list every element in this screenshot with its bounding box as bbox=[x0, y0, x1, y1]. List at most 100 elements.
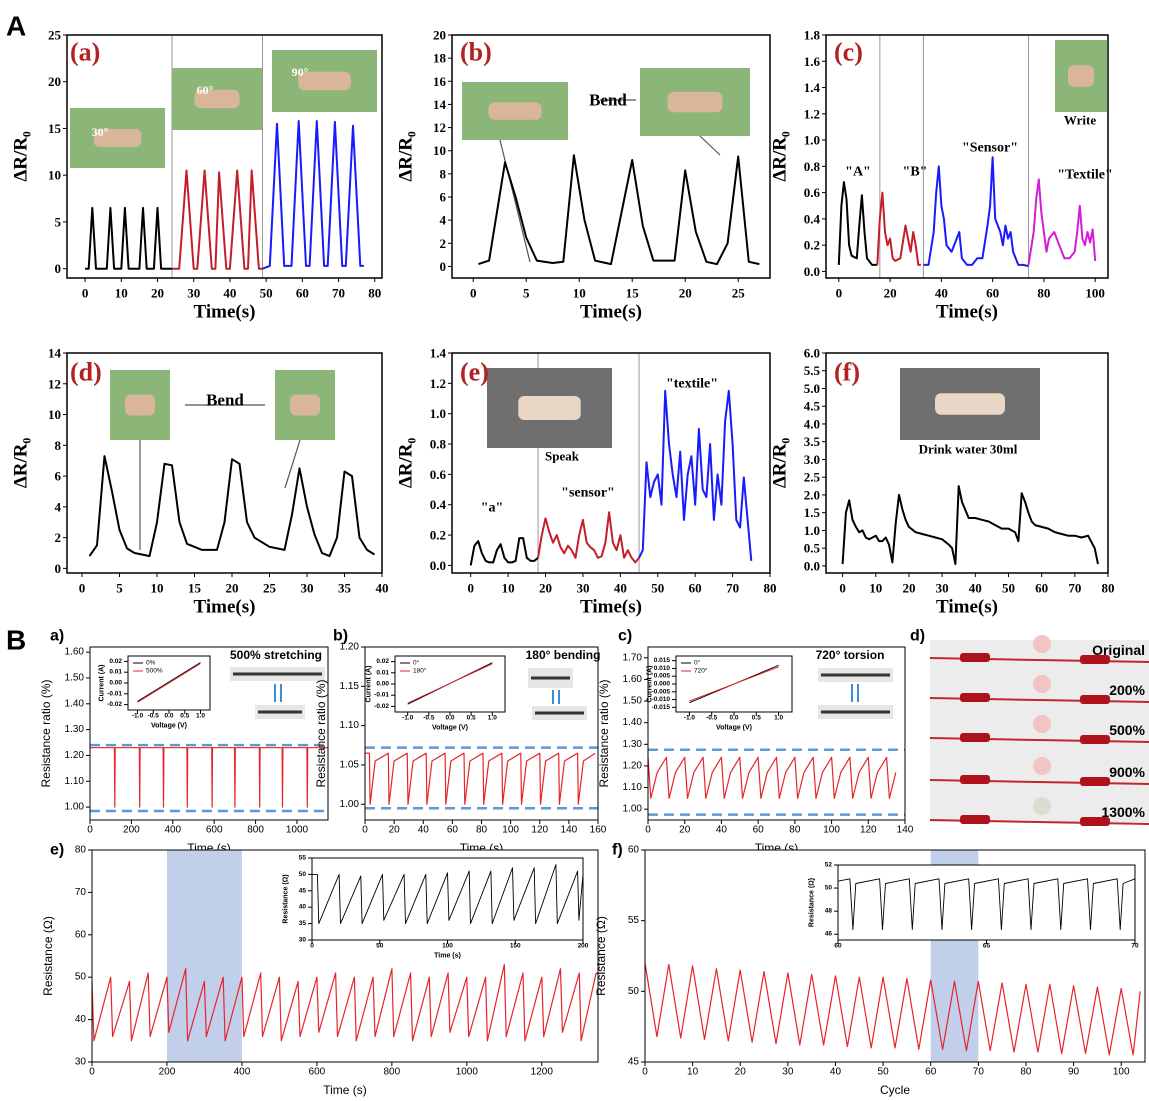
panel-letter: B bbox=[6, 625, 26, 656]
x-tick-label: 20 bbox=[884, 286, 897, 301]
photo-label: 500% bbox=[1109, 722, 1145, 738]
x-tick-label: 400 bbox=[234, 1067, 251, 1078]
y-tick-label: 1.2 bbox=[430, 376, 446, 391]
y-tick-label: 30 bbox=[75, 1057, 87, 1068]
x-tick-label: 10 bbox=[502, 581, 515, 596]
x-tick-label: -0.5 bbox=[148, 713, 160, 720]
x-axis-label: Voltage (V) bbox=[432, 725, 468, 732]
x-tick-label: 150 bbox=[510, 943, 521, 950]
y-axis-label: ΔR/R₀ bbox=[770, 438, 791, 489]
y-tick-label: 1.5 bbox=[804, 505, 821, 520]
y-tick-label: 2.0 bbox=[804, 487, 820, 502]
x-tick-label: 800 bbox=[247, 825, 264, 836]
photo-detail bbox=[290, 395, 320, 416]
y-tick-label: 1.70 bbox=[623, 652, 643, 663]
x-tick-label: 50 bbox=[651, 581, 664, 596]
x-tick-label: 40 bbox=[223, 286, 236, 301]
y-tick-label: 1.40 bbox=[65, 698, 85, 709]
y-tick-label: 1.00 bbox=[623, 804, 643, 815]
annotation: Bend bbox=[589, 91, 627, 110]
y-tick-label: 0.0 bbox=[804, 558, 820, 573]
y-tick-label: 50 bbox=[299, 871, 307, 878]
y-axis-label: Resistance (Ω) bbox=[41, 916, 55, 996]
y-tick-label: 0.2 bbox=[430, 528, 446, 543]
panel-label: a) bbox=[50, 628, 64, 645]
y-tick-label: -0.02 bbox=[107, 701, 122, 708]
y-tick-label: 4 bbox=[55, 499, 62, 514]
x-tick-label: 20 bbox=[679, 825, 691, 836]
annotation: "Sensor" bbox=[962, 141, 1018, 156]
x-tick-label: 70 bbox=[1068, 581, 1081, 596]
y-tick-label: 0.005 bbox=[654, 673, 671, 680]
y-tick-label: 0.0 bbox=[430, 558, 446, 573]
x-tick-label: 0 bbox=[79, 581, 86, 596]
legend-label: 0° bbox=[694, 659, 701, 667]
y-tick-label: 1.6 bbox=[804, 54, 821, 69]
x-tick-label: 20 bbox=[539, 581, 552, 596]
clip bbox=[960, 693, 990, 702]
y-axis-label: Resistance (Ω) bbox=[594, 916, 608, 996]
x-tick-label: 30 bbox=[301, 581, 314, 596]
sample bbox=[1033, 797, 1051, 815]
y-axis-label: Resistance ratio (%) bbox=[39, 679, 53, 787]
y-tick-label: 1.30 bbox=[65, 724, 85, 735]
y-tick-label: 8 bbox=[55, 438, 62, 453]
x-axis-label: Time (s) bbox=[323, 1083, 367, 1097]
x-tick-label: 80 bbox=[1102, 581, 1115, 596]
x-tick-label: 0.0 bbox=[164, 713, 173, 720]
x-tick-label: 100 bbox=[823, 825, 840, 836]
y-tick-label: 1.15 bbox=[340, 681, 360, 692]
y-tick-label: 1.40 bbox=[623, 717, 643, 728]
x-axis-label: Time(s) bbox=[580, 302, 642, 323]
x-tick-label: 20 bbox=[389, 825, 401, 836]
y-axis-label: Current (A) bbox=[99, 665, 106, 702]
x-tick-label: 80 bbox=[368, 286, 381, 301]
panel-label: (b) bbox=[460, 38, 492, 67]
annotation: "textile" bbox=[666, 377, 718, 392]
y-tick-label: 3.5 bbox=[804, 434, 821, 449]
x-tick-label: 140 bbox=[561, 825, 578, 836]
figure: A B 010203040506070800510152025Time(s)ΔR… bbox=[0, 0, 1149, 1101]
photo-label: 900% bbox=[1109, 764, 1145, 780]
x-tick-label: 15 bbox=[626, 286, 640, 301]
y-tick-label: 0.6 bbox=[430, 467, 447, 482]
y-tick-label: 50 bbox=[75, 972, 87, 983]
y-axis-label: ΔR/R₀ bbox=[11, 438, 32, 489]
annotation: Speak bbox=[545, 449, 580, 464]
y-tick-label: 0.8 bbox=[430, 437, 447, 452]
x-tick-label: 30 bbox=[187, 286, 200, 301]
x-tick-label: -1.0 bbox=[402, 715, 414, 722]
y-tick-label: 30 bbox=[299, 937, 307, 944]
x-tick-label: 35 bbox=[338, 581, 352, 596]
y-tick-label: 6.0 bbox=[804, 346, 820, 361]
y-tick-label: -0.01 bbox=[374, 692, 389, 699]
y-tick-label: 0.00 bbox=[109, 680, 122, 687]
y-tick-label: 1.0 bbox=[430, 406, 446, 421]
y-tick-label: 1.60 bbox=[65, 647, 85, 658]
y-tick-label: 0.4 bbox=[804, 211, 821, 226]
photo-detail bbox=[125, 395, 155, 416]
x-tick-label: 100 bbox=[442, 943, 453, 950]
x-tick-label: 20 bbox=[151, 286, 164, 301]
y-tick-label: 1.4 bbox=[804, 80, 821, 95]
x-tick-label: 1000 bbox=[456, 1067, 479, 1078]
x-tick-label: 0 bbox=[839, 581, 846, 596]
y-tick-label: 2 bbox=[440, 236, 447, 251]
y-tick-label: 60 bbox=[628, 845, 640, 856]
x-tick-label: 40 bbox=[376, 581, 389, 596]
x-axis-label: Time(s) bbox=[194, 302, 256, 323]
x-tick-label: 20 bbox=[902, 581, 915, 596]
y-tick-label: 1.8 bbox=[804, 28, 821, 43]
x-tick-label: -1.0 bbox=[684, 715, 696, 722]
y-tick-label: 40 bbox=[75, 1014, 87, 1025]
y-tick-label: 6 bbox=[55, 469, 62, 484]
y-tick-label: 1.2 bbox=[804, 106, 820, 121]
y-tick-label: 14 bbox=[433, 97, 447, 112]
x-tick-label: 60 bbox=[925, 1067, 937, 1078]
y-tick-label: 16 bbox=[433, 74, 447, 89]
x-tick-label: 60 bbox=[296, 286, 309, 301]
x-tick-label: 1000 bbox=[286, 825, 309, 836]
panel-label: (a) bbox=[70, 38, 100, 67]
annotation: 180° bending bbox=[526, 648, 601, 662]
x-tick-label: 200 bbox=[159, 1067, 176, 1078]
